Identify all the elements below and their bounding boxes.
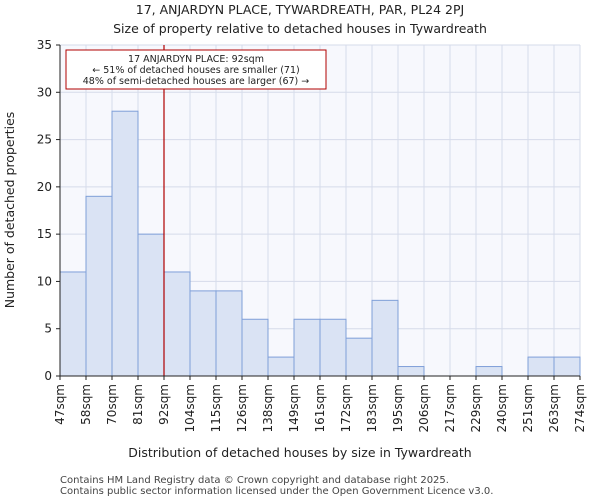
y-tick-label: 10 [37,274,52,288]
bar [267,356,295,377]
x-tick-label: 70sqm [105,384,119,425]
y-tick-label: 20 [37,180,52,194]
annotation-box: 17 ANJARDYN PLACE: 92sqm ← 51% of detach… [65,49,327,90]
x-tick-label: 263sqm [547,384,561,432]
bar [215,290,243,377]
bar [371,299,399,377]
y-tick-label: 5 [44,322,52,336]
bar [241,318,269,377]
bar [475,366,503,377]
x-tick-label: 47sqm [53,384,67,425]
x-tick-label: 81sqm [131,384,145,425]
bar [319,318,347,377]
bar [85,195,113,377]
plot-area: 0 5 10 15 20 25 30 35 47sqm 58sqm 70sqm 81sqm 92sqm 1… [37,38,587,432]
bar [293,318,321,377]
bar [111,110,139,377]
x-tick-label: 161sqm [313,384,327,432]
footer-line-2: Contains public sector information licen… [60,486,493,497]
bar [527,356,555,377]
x-tick-label: 138sqm [261,384,275,432]
x-tick-label: 172sqm [339,384,353,432]
x-tick-label: 217sqm [443,384,457,432]
bar [137,233,165,377]
y-tick-label: 15 [37,227,52,241]
bar [553,356,581,377]
bar [345,337,373,377]
bar [163,271,191,377]
x-tick-label: 206sqm [417,384,431,432]
annotation-line-3: 48% of semi-detached houses are larger (… [83,76,310,87]
x-tick-label: 274sqm [573,384,587,432]
y-tick-label: 35 [37,38,52,52]
y-tick-label: 25 [37,133,52,147]
bar [189,290,217,377]
x-tick-label: 104sqm [183,384,197,432]
chart-subtitle: Size of property relative to detached ho… [113,21,487,36]
x-tick-label: 115sqm [209,384,223,432]
x-tick-label: 92sqm [157,384,171,425]
annotation-line-2: ← 51% of detached houses are smaller (71… [92,65,299,76]
footer-line-1: Contains HM Land Registry data © Crown c… [60,475,449,486]
annotation-frame [65,49,327,90]
x-tick-label: 183sqm [365,384,379,432]
x-tick-label: 126sqm [235,384,249,432]
x-tick-label: 251sqm [521,384,535,432]
y-axis-label: Number of detached properties [2,112,17,309]
x-tick-label: 149sqm [287,384,301,432]
x-tick-label: 229sqm [469,384,483,432]
x-tick-label: 240sqm [495,384,509,432]
x-tick-label: 195sqm [391,384,405,432]
bar [397,366,425,377]
x-tick-label: 58sqm [79,384,93,425]
x-axis-label: Distribution of detached houses by size … [128,445,471,460]
bar [59,271,87,377]
y-tick-label: 0 [44,369,52,383]
chart-title: 17, ANJARDYN PLACE, TYWARDREATH, PAR, PL… [136,2,465,17]
y-tick-label: 30 [37,85,52,99]
annotation-line-1: 17 ANJARDYN PLACE: 92sqm [128,54,264,65]
